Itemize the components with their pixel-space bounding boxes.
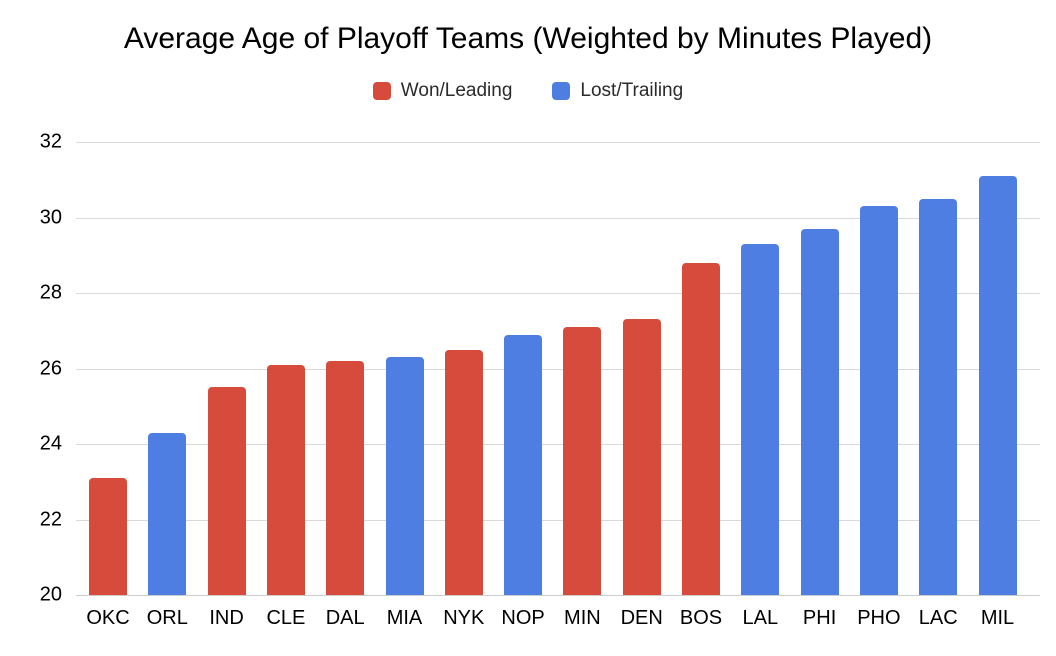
- bar-mia: [385, 357, 424, 595]
- legend: Won/Leading Lost/Trailing: [0, 80, 1056, 102]
- x-tick-label-orl: ORL: [146, 607, 188, 629]
- x-tick-label-dal: DAL: [325, 607, 365, 629]
- x-tick-label-pho: PHO: [857, 607, 901, 629]
- gridline-28: [76, 293, 1040, 294]
- gridline-26: [76, 368, 1040, 370]
- x-axis-line: [76, 595, 1040, 596]
- x-tick-label-mia: MIA: [386, 607, 423, 629]
- won-leading-swatch-icon: [372, 82, 391, 100]
- bar-phi: [800, 228, 839, 595]
- legend-item-won-leading: Won/Leading: [372, 80, 513, 102]
- y-tick-label-26: 26: [39, 357, 62, 379]
- gridline-24: [76, 444, 1040, 445]
- lost-trailing-swatch-icon: [552, 82, 571, 100]
- x-tick-label-den: DEN: [620, 607, 663, 629]
- x-tick-label-cle: CLE: [266, 607, 306, 629]
- bar-lac: [919, 198, 958, 595]
- x-tick-label-min: MIN: [564, 607, 601, 629]
- gridline-32: [76, 142, 1040, 143]
- bar-cle: [266, 364, 305, 595]
- y-tick-label-32: 32: [39, 130, 62, 153]
- x-tick-label-nyk: NYK: [443, 607, 485, 629]
- x-tick-label-mil: MIL: [980, 607, 1015, 629]
- y-tick-label-20: 20: [39, 583, 62, 606]
- bar-min: [563, 326, 602, 595]
- bar-nyk: [444, 349, 483, 595]
- legend-label-won-leading: Won/Leading: [400, 80, 513, 101]
- legend-item-lost-trailing: Lost/Trailing: [552, 80, 683, 102]
- y-tick-label-22: 22: [39, 508, 62, 530]
- gridline-30: [76, 217, 1040, 219]
- y-tick-label-24: 24: [39, 432, 62, 455]
- x-tick-label-lac: LAC: [918, 607, 958, 629]
- bar-orl: [148, 432, 187, 595]
- y-tick-label-28: 28: [39, 281, 62, 304]
- bar-nop: [504, 334, 543, 595]
- bar-lal: [741, 243, 780, 595]
- x-tick-label-phi: PHI: [802, 607, 837, 629]
- x-tick-label-lal: LAL: [742, 607, 779, 629]
- x-tick-label-bos: BOS: [679, 607, 723, 629]
- legend-label-lost-trailing: Lost/Trailing: [580, 80, 684, 101]
- bar-pho: [859, 206, 898, 595]
- bar-den: [622, 319, 661, 595]
- x-tick-label-nop: NOP: [501, 607, 545, 629]
- x-tick-label-ind: IND: [209, 607, 244, 629]
- bar-dal: [326, 360, 365, 595]
- chart-title: Average Age of Playoff Teams (Weighted b…: [123, 22, 933, 55]
- bar-ind: [207, 387, 246, 595]
- y-tick-label-30: 30: [39, 206, 62, 228]
- x-tick-label-okc: OKC: [86, 607, 130, 629]
- gridline-22: [76, 519, 1040, 521]
- bar-mil: [978, 175, 1017, 595]
- bar-okc: [89, 477, 127, 595]
- bar-bos: [682, 262, 720, 595]
